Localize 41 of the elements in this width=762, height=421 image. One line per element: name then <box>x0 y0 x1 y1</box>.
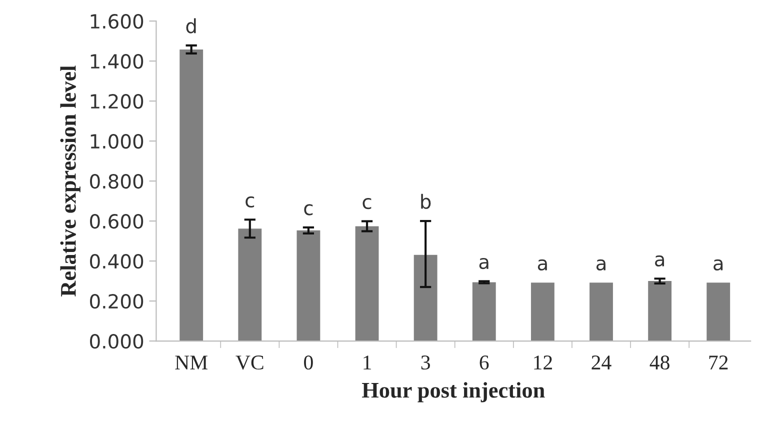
y-tick-label: 1.200 <box>90 94 144 109</box>
x-tick-label: 12 <box>534 356 552 370</box>
annotation: a <box>596 259 606 271</box>
y-tick-label: 0.000 <box>90 334 144 349</box>
bar <box>530 282 554 342</box>
x-tick-label: 3 <box>421 356 430 370</box>
x-tick-label: 24 <box>592 356 612 370</box>
annotation: c <box>362 198 372 210</box>
bar <box>180 49 204 342</box>
annotation: c <box>304 204 313 216</box>
x-tick-label: 48 <box>650 356 670 370</box>
annotation: b <box>421 194 431 209</box>
x-tick-label: 0 <box>304 356 313 370</box>
y-tick-label: 1.000 <box>90 134 144 149</box>
y-tick-label: 0.800 <box>90 174 144 189</box>
annotation: d <box>186 18 196 34</box>
x-tick-label: 6 <box>480 356 489 370</box>
y-tick-label: 1.600 <box>90 14 144 29</box>
x-tick-label: NM <box>175 356 208 370</box>
bar <box>414 254 438 342</box>
y-axis-title: Relative expression level <box>60 66 80 296</box>
x-tick-label: VC <box>236 356 264 370</box>
bar <box>296 230 320 342</box>
y-tick-label: 1.400 <box>90 54 144 69</box>
y-tick-label: 0.600 <box>90 214 144 229</box>
bar <box>472 282 496 342</box>
annotation: a <box>655 255 664 267</box>
bar <box>648 281 672 342</box>
bar <box>706 282 730 342</box>
x-tick-label: 1 <box>364 356 371 370</box>
y-tick-label: 0.400 <box>90 254 144 269</box>
y-tick-label: 0.200 <box>90 294 144 309</box>
bar <box>355 226 379 342</box>
bar <box>590 282 613 342</box>
annotation: a <box>714 259 723 271</box>
annotation: c <box>246 196 254 208</box>
annotation: a <box>538 259 547 271</box>
annotation: a <box>479 258 488 270</box>
x-tick-label: 72 <box>709 356 728 370</box>
x-axis-title: Hour post injection <box>362 382 545 402</box>
bar <box>238 228 262 342</box>
